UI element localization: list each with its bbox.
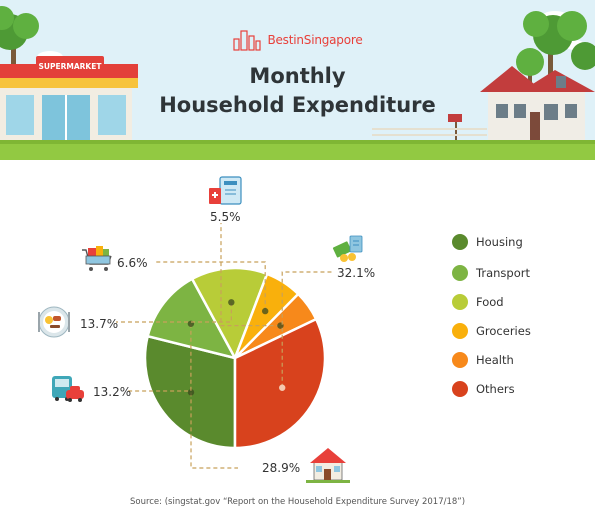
pie-slice-transport	[146, 277, 238, 360]
leader-line-groceries	[155, 261, 266, 312]
legend-label: Transport	[476, 266, 530, 280]
header-scene: SUPERMARKET	[0, 0, 595, 160]
legend-item-groceries: Groceries	[452, 322, 592, 342]
legend-swatch	[452, 352, 468, 368]
leader-line-health	[220, 223, 281, 327]
label-others: 32.1%	[337, 266, 376, 280]
legend-item-transport: Transport	[452, 264, 592, 284]
label-groceries: 6.6%	[117, 256, 148, 270]
label-transport: 13.2%	[93, 385, 132, 399]
legend-item-food: Food	[452, 293, 592, 313]
label-housing: 28.9%	[262, 461, 301, 475]
brand-logo: BestinSingapore	[0, 29, 595, 56]
legend-swatch	[452, 323, 468, 339]
slice-marker-others	[279, 384, 286, 391]
legend-item-others: Others	[452, 380, 592, 400]
legend-swatch	[452, 381, 468, 397]
city-skyline-icon	[233, 30, 262, 51]
legend-label: Health	[476, 353, 514, 367]
tree-icon	[0, 6, 39, 95]
legend-label: Groceries	[476, 324, 531, 338]
house-icon	[306, 448, 350, 483]
pie-slice-others	[233, 317, 327, 450]
legend-label: Food	[476, 295, 504, 309]
label-food: 13.7%	[80, 317, 119, 331]
legend-swatch	[452, 265, 468, 281]
money-bills-icon	[332, 235, 363, 262]
slice-marker-groceries	[261, 307, 269, 315]
leader-line-transport	[128, 323, 192, 392]
legend-label: Housing	[476, 235, 523, 249]
slice-marker-housing	[187, 389, 195, 396]
leader-line-others	[281, 271, 333, 388]
medicine-icon	[209, 176, 242, 205]
supermarket-illustration: SUPERMARKET	[0, 56, 138, 140]
brand-name: BestinSingapore	[267, 33, 363, 47]
legend-swatch	[452, 234, 468, 250]
legend-swatch	[452, 294, 468, 310]
house-illustration	[480, 66, 595, 140]
legend-item-health: Health	[452, 351, 592, 371]
title-line-2: Household Expenditure	[159, 93, 436, 117]
header-illustration: SUPERMARKET	[0, 0, 595, 160]
slice-marker-food	[228, 299, 235, 306]
shopping-cart-icon	[82, 246, 112, 271]
leader-line-housing	[190, 392, 238, 469]
page-title: Monthly Household Expenditure	[0, 62, 595, 120]
legend-label: Others	[476, 382, 515, 396]
car-icon	[66, 386, 84, 402]
fence	[372, 128, 487, 130]
legend-item-housing: Housing	[452, 233, 592, 253]
label-health: 5.5%	[210, 210, 241, 224]
title-line-1: Monthly	[249, 64, 346, 88]
food-plate-icon	[38, 306, 70, 338]
mailbox-icon	[448, 114, 462, 122]
pie-slice-food	[190, 266, 269, 361]
supermarket-sign: SUPERMARKET	[39, 62, 103, 71]
source-note: Source: (singstat.gov “Report on the Hou…	[129, 497, 466, 507]
